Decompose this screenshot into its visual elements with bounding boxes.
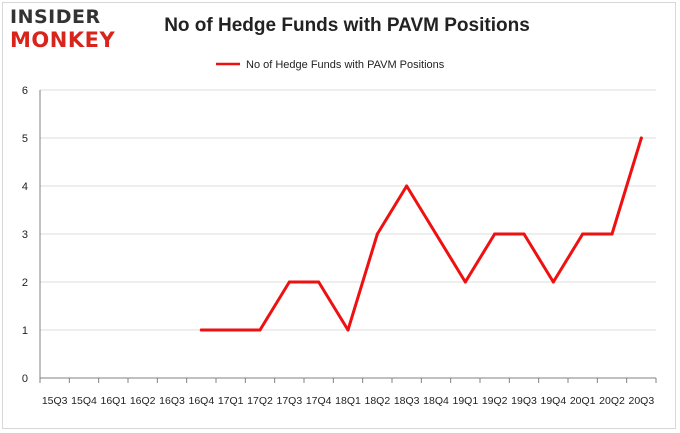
data-point	[463, 280, 467, 284]
data-point	[493, 232, 497, 236]
y-tick-label: 2	[22, 277, 28, 289]
y-tick-label: 4	[22, 181, 28, 193]
x-tick-label: 19Q1	[452, 395, 478, 407]
logo-line-2: MONKEY	[10, 28, 116, 52]
y-tick-label: 1	[22, 325, 28, 337]
x-tick-label: 17Q2	[247, 395, 273, 407]
x-tick-label: 20Q3	[628, 395, 654, 407]
y-tick-label: 0	[22, 373, 28, 385]
y-tick-label: 6	[22, 85, 28, 97]
x-tick-label: 16Q4	[188, 395, 214, 407]
x-tick-label: 17Q4	[306, 395, 332, 407]
data-point	[434, 232, 438, 236]
x-tick-label: 18Q3	[394, 395, 420, 407]
chart-title: No of Hedge Funds with PAVM Positions	[164, 15, 530, 36]
data-point	[551, 280, 555, 284]
x-tick-label: 16Q2	[130, 395, 156, 407]
data-point	[199, 328, 203, 332]
series-line	[199, 136, 643, 332]
data-point	[229, 328, 233, 332]
y-tick-label: 5	[22, 133, 28, 145]
x-tick-label: 18Q4	[423, 395, 449, 407]
x-tick-label: 19Q2	[482, 395, 508, 407]
data-point	[258, 328, 262, 332]
x-tick-label: 19Q4	[540, 395, 566, 407]
data-point	[610, 232, 614, 236]
data-point	[287, 280, 291, 284]
data-point	[639, 136, 643, 140]
x-tick-label: 19Q3	[511, 395, 537, 407]
data-point	[405, 184, 409, 188]
logo-line-1: INSIDER	[10, 6, 101, 28]
x-tick-label: 16Q3	[159, 395, 185, 407]
x-tick-label: 18Q2	[364, 395, 390, 407]
data-point	[346, 328, 350, 332]
chart-frame	[2, 2, 676, 429]
x-tick-label: 17Q1	[218, 395, 244, 407]
data-point	[522, 232, 526, 236]
x-tick-label: 15Q4	[71, 395, 97, 407]
x-tick-label: 15Q3	[42, 395, 68, 407]
data-point	[581, 232, 585, 236]
x-tick-label: 20Q1	[570, 395, 596, 407]
legend-label: No of Hedge Funds with PAVM Positions	[246, 59, 445, 71]
x-tick-label: 17Q3	[276, 395, 302, 407]
y-tick-label: 3	[22, 229, 28, 241]
x-tick-label: 18Q1	[335, 395, 361, 407]
data-point	[375, 232, 379, 236]
x-tick-label: 20Q2	[599, 395, 625, 407]
insider-monkey-logo: INSIDER MONKEY	[10, 8, 128, 51]
data-point	[317, 280, 321, 284]
x-tick-label: 16Q1	[100, 395, 126, 407]
